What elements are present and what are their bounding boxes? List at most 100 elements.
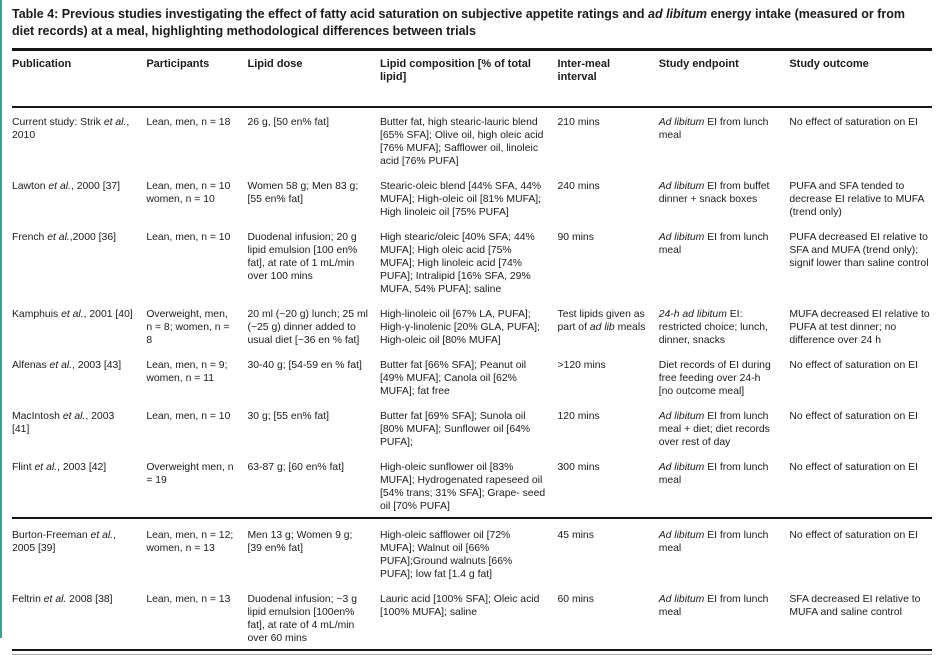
text-run: Test lipids given as part of [557, 309, 645, 333]
table-cell: Ad libitum EI from lunch meal + diet; di… [659, 402, 790, 453]
table-cell: 45 mins [557, 517, 659, 585]
table-cell: 120 mins [558, 402, 659, 453]
table-cell: Feltrin et al. 2008 [38] [12, 585, 146, 650]
text-run: 30 g; [55 en% fat] [247, 411, 329, 422]
italic-text-run: et al. [62, 411, 86, 422]
text-run: Lauric acid [100% SFA]; Oleic acid [100%… [379, 594, 540, 618]
table-cell: Women 58 g; Men 83 g; [55 en% fat] [248, 172, 380, 223]
table-cell: Ad libitum EI from lunch meal [659, 453, 790, 518]
text-run: EI: restricted choice; lunch, dinner, sn… [658, 309, 768, 346]
table-cell: Lauric acid [100% SFA]; Oleic acid [100%… [380, 585, 558, 650]
text-run: 90 mins [557, 232, 594, 243]
text-run: Duodenal infusion; 20 g lipid emulsion [… [247, 232, 358, 282]
table-cell: French et al.,2000 [36] [12, 223, 146, 300]
table-cell: Ad libitum EI from lunch meal [658, 517, 790, 585]
text-run: Diet records of EI during free feeding o… [658, 360, 771, 397]
studies-table: Publication Participants Lipid dose Lipid c… [12, 47, 932, 651]
text-run: Lawton [12, 181, 49, 192]
column-header: Inter-meal interval [557, 49, 659, 108]
table-cell: 20 ml (~20 g) lunch; 25 ml (~25 g) dinne… [248, 300, 380, 351]
table-cell: PUFA and SFA tended to decrease EI relat… [789, 172, 932, 223]
text-run: Butter fat [66% SFA]; Peanut oil [49% MU… [379, 360, 527, 397]
italic-text-run: Ad libitum [658, 181, 705, 192]
text-run: No effect of saturation on EI [789, 462, 918, 473]
table-cell: Duodenal infusion; ~3 g lipid emulsion [… [248, 585, 380, 650]
table-cell: No effect of saturation on EI [789, 453, 932, 518]
table-cell: 63-87 g; [60 en% fat] [248, 453, 380, 518]
italic-text-run: et al. [103, 117, 127, 128]
text-run: , 2003 [41] [12, 411, 115, 435]
table-cell: 30-40 g; [54-59 en % fat] [248, 351, 380, 402]
table-cell: Kamphuis et al., 2001 [40] [12, 300, 146, 351]
table-cell: 60 mins [558, 585, 659, 650]
italic-text-run: ad lib [589, 322, 615, 333]
text-run: EI from lunch meal [658, 232, 769, 256]
table-cell: 26 g, [50 en% fat] [248, 107, 380, 172]
table-cell: Ad libitum EI from lunch meal [659, 223, 790, 300]
table-row: MacIntosh et al., 2003 [41] Lean, men, n … [12, 402, 932, 453]
table-cell: Butter fat [69% SFA]; Sunola oil [80% MU… [380, 402, 558, 453]
table-cell: Stearic-oleic blend [44% SFA, 44% MUFA];… [380, 172, 558, 223]
column-header: Publication [12, 49, 147, 108]
text-run: 63-87 g; [60 en% fat] [247, 462, 344, 473]
text-run: Kamphuis [12, 309, 62, 320]
column-header: Participants [146, 49, 248, 108]
text-run: ,2000 [36] [69, 232, 116, 243]
italic-text-run: Ad libitum [658, 411, 705, 422]
table-cell: Lean, men, n = 10 [146, 223, 247, 300]
table-cell: Lean, men, n = 18 [146, 107, 247, 172]
table-cell: No effect of saturation on EI [789, 107, 932, 172]
text-run: High-oleic safflower oil [72% MUFA]; Wal… [379, 530, 513, 580]
table-cell: High-linoleic oil [67% LA, PUFA]; High-γ… [380, 300, 558, 351]
text-run: EI from lunch meal [658, 530, 769, 554]
italic-text-run: 24-h ad libitum [658, 309, 727, 320]
table-header-row: Publication Participants Lipid dose Lipid c… [12, 49, 932, 108]
table-row: Burton-Freeman et al., 2005 [39] Lean, me… [12, 517, 932, 585]
table-cell: Lean, men, n = 12; women, n = 13 [146, 517, 248, 585]
text-run: Current study: Strik [12, 117, 104, 128]
text-run: energy intake (measured or from diet rec… [12, 7, 906, 39]
text-run: EI from buffet dinner + snack boxes [658, 181, 770, 205]
text-run: 210 mins [557, 117, 600, 128]
table-cell: SFA decreased EI relative to MUFA and sa… [789, 585, 932, 650]
table-cell: PUFA decreased EI relative to SFA and MU… [789, 223, 932, 300]
page-left-accent [0, 0, 2, 638]
table-cell: 210 mins [558, 107, 659, 172]
italic-text-run: ad libitum [648, 7, 708, 21]
table-row: Feltrin et al. 2008 [38] Lean, men, n = 1… [12, 585, 932, 650]
table-cell: Butter fat [66% SFA]; Peanut oil [49% MU… [380, 351, 558, 402]
text-run: Duodenal infusion; ~3 g lipid emulsion [… [247, 594, 357, 644]
italic-text-run: et al. [34, 462, 58, 473]
text-run: 20 ml (~20 g) lunch; 25 ml (~25 g) dinne… [247, 309, 368, 346]
text-run: Lean, men, n = 12; women, n = 13 [146, 530, 234, 554]
table-cell: 24-h ad libitum EI: restricted choice; l… [659, 300, 790, 351]
text-run: 2008 [38] [66, 594, 113, 605]
text-run: EI from lunch meal [658, 117, 769, 141]
text-run: meals [614, 322, 646, 333]
table-cell: Lean, men, n = 10 [146, 402, 247, 453]
italic-text-run: et al. [47, 232, 70, 243]
text-run: Butter fat, high stearic-lauric blend [6… [379, 117, 544, 167]
text-run: EI from lunch meal [658, 594, 769, 618]
italic-text-run: et al. [90, 530, 114, 541]
text-run: No effect of saturation on EI [789, 530, 918, 541]
text-run: , 2005 [39] [12, 530, 116, 554]
text-run: >120 mins [557, 360, 606, 371]
table-row: Flint et al., 2003 [42] Overweight men, n… [12, 453, 932, 518]
italic-text-run: Ad libitum [658, 117, 705, 128]
text-run: No effect of saturation on EI [789, 360, 918, 371]
table-cell: 30 g; [55 en% fat] [248, 402, 380, 453]
italic-text-run: et al. [49, 360, 73, 371]
text-run: Lean, men, n = 10 women, n = 10 [146, 181, 231, 205]
table-cell: 90 mins [558, 223, 659, 300]
text-run: PUFA decreased EI relative to SFA and MU… [789, 232, 929, 269]
table-cell: 300 mins [558, 453, 659, 518]
text-run: , 2000 [37] [70, 181, 121, 192]
table-cell: Ad libitum EI from lunch meal [659, 585, 790, 650]
text-run: Lean, men, n = 18 [146, 117, 231, 128]
text-run: Table 4: Previous studies investigating … [12, 7, 649, 21]
text-run: SFA decreased EI relative to MUFA and sa… [789, 594, 921, 618]
table-cell: High stearic/oleic [40% SFA; 44% MUFA]; … [380, 223, 558, 300]
text-run: 60 mins [557, 594, 594, 605]
